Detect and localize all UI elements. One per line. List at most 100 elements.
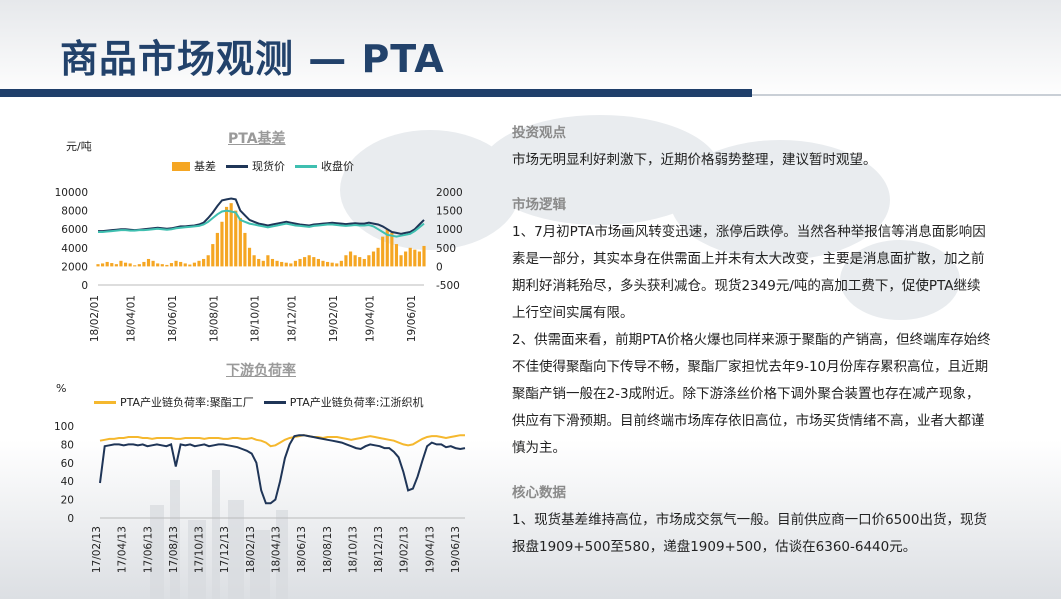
legend-item-spot: 现货价 — [226, 158, 285, 174]
basis-bar — [211, 244, 215, 267]
y-tick-label: 0 — [67, 513, 74, 525]
y-right-tick-label: 2000 — [436, 187, 463, 199]
legend-swatch-basis — [172, 161, 190, 171]
basis-bar — [275, 260, 279, 267]
basis-bar — [252, 255, 256, 267]
basis-bar — [330, 262, 334, 267]
legend-swatch-close — [295, 164, 317, 168]
chart2-title: 下游负荷率 — [226, 363, 296, 379]
y-right-tick-label: 500 — [436, 243, 456, 255]
basis-bar — [174, 260, 178, 267]
basis-bar — [358, 257, 362, 267]
section-head-core-data: 核心数据 — [512, 485, 566, 501]
legend-swatch-spot — [226, 164, 248, 168]
basis-bar — [142, 261, 146, 267]
legend-item-basis: 基差 — [172, 158, 216, 174]
basis-bar — [192, 262, 197, 267]
basis-bar — [417, 251, 421, 267]
basis-bar — [289, 263, 293, 267]
x-tick-label: 17/06/13 — [142, 526, 154, 573]
y-left-tick-label: 10000 — [55, 187, 88, 199]
x-tick-label: 19/04/13 — [424, 526, 436, 573]
y-tick-label: 80 — [61, 439, 74, 451]
basis-bar — [284, 262, 288, 267]
x-tick-label: 17/08/13 — [168, 526, 180, 573]
basis-bar — [238, 218, 242, 267]
basis-bar — [169, 263, 174, 267]
chart1-unit: 元/吨 — [66, 140, 92, 153]
basis-bar — [371, 251, 376, 267]
y-tick-label: 40 — [61, 476, 74, 488]
y-right-tick-label: 0 — [436, 261, 443, 273]
x-tick-label: 17/12/13 — [219, 526, 231, 573]
legend-item-close: 收盘价 — [295, 158, 354, 174]
basis-bar — [381, 236, 385, 267]
basis-bar — [101, 263, 105, 267]
basis-bar — [362, 258, 366, 267]
logic-paragraph-2: 2、供需面来看，前期PTA价格火爆也同样来源于聚酯的产销高，但终端库存始终不佳使… — [512, 332, 991, 456]
basis-bar — [321, 260, 325, 267]
x-tick-label: 19/06/13 — [450, 526, 462, 573]
polyester-load-line — [99, 434, 465, 448]
basis-bar — [408, 247, 412, 267]
chart2-unit: % — [56, 382, 67, 395]
basis-bar — [261, 260, 265, 267]
basis-bar — [266, 255, 270, 267]
x-tick-label: 18/02/13 — [245, 526, 257, 573]
commentary-panel: 投资观点 市场无明显利好刺激下，近期价格弱势整理，建议暂时观望。 市场逻辑 1、… — [512, 120, 992, 561]
basis-bar — [215, 232, 219, 267]
basis-bar — [146, 258, 151, 267]
basis-chart: 0 2000 4000 6000 8000 10000 -500 0 500 1000 1500 20… — [55, 187, 463, 342]
basis-bar — [165, 264, 169, 267]
basis-bar — [303, 257, 307, 267]
basis-bar — [123, 262, 128, 267]
basis-bar — [224, 206, 229, 267]
y-tick-label: 100 — [54, 421, 74, 433]
basis-bar — [335, 263, 339, 267]
title-underline-thin — [752, 94, 1061, 96]
basis-bar — [160, 264, 164, 267]
basis-bar — [325, 261, 330, 267]
legend-label-basis: 基差 — [194, 160, 216, 173]
y-right-tick-label: -500 — [436, 280, 460, 292]
basis-bar — [119, 260, 123, 267]
basis-bar — [133, 265, 137, 267]
basis-bar — [179, 261, 183, 267]
y-tick-label: 20 — [61, 495, 74, 507]
basis-bar — [312, 257, 316, 267]
basis-bar — [105, 261, 109, 267]
y-right-tick-label: 1000 — [436, 224, 463, 236]
legend-label-spot: 现货价 — [252, 160, 285, 173]
basis-bar — [344, 255, 348, 267]
basis-bar — [234, 210, 238, 267]
y-tick-label: 60 — [61, 458, 74, 470]
basis-bar — [183, 263, 187, 267]
y-left-tick-label: 0 — [81, 280, 88, 292]
basis-bar — [367, 255, 371, 267]
x-tick-label: 19/04/01 — [364, 295, 376, 342]
close-price-line — [98, 209, 425, 238]
x-tick-label: 19/06/01 — [406, 295, 418, 342]
x-tick-label: 18/10/13 — [347, 526, 359, 573]
basis-bar — [385, 229, 389, 267]
basis-bar — [110, 263, 114, 267]
basis-bar — [280, 261, 284, 267]
investment-text: 市场无明显利好刺激下，近期价格弱势整理，建议暂时观望。 — [512, 152, 877, 168]
x-tick-label: 17/04/13 — [117, 526, 129, 573]
x-tick-label: 19/02/01 — [328, 295, 340, 342]
basis-bar — [114, 264, 118, 267]
section-head-logic: 市场逻辑 — [512, 197, 566, 213]
y-left-tick-label: 2000 — [61, 261, 88, 273]
basis-bar — [399, 255, 403, 267]
basis-bar — [243, 232, 247, 267]
basis-bar — [298, 258, 302, 267]
basis-bar — [413, 249, 417, 267]
legend-item-loom: PTA产业链负荷率:江浙织机 — [263, 394, 423, 410]
x-tick-label: 18/08/01 — [208, 295, 220, 342]
section-head-investment: 投资观点 — [512, 125, 566, 141]
title-bar: 商品市场观测 — PTA — [0, 0, 1061, 100]
x-tick-label: 19/02/13 — [399, 526, 411, 573]
chart1-legend: 基差 现货价 收盘价 — [172, 158, 364, 174]
basis-bar — [339, 260, 343, 267]
